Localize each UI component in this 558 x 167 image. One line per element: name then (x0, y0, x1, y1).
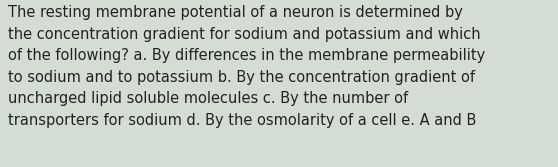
Text: The resting membrane potential of a neuron is determined by
the concentration gr: The resting membrane potential of a neur… (8, 5, 485, 128)
